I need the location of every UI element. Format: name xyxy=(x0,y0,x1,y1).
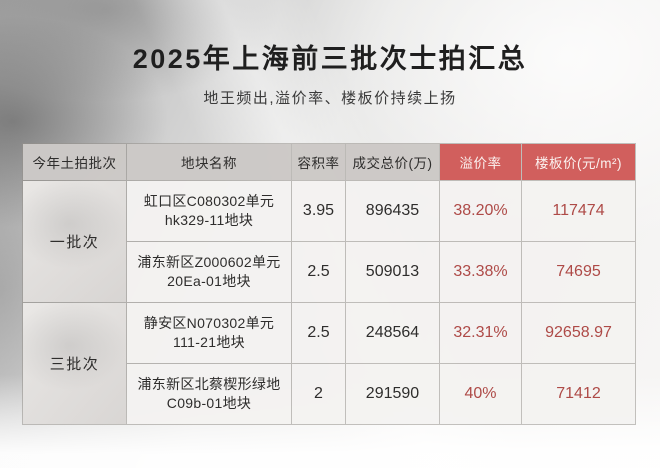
page-subtitle: 地王频出,溢价率、楼板价持续上扬 xyxy=(203,90,457,107)
floor-price-cell: 74695 xyxy=(522,242,635,302)
page-title: 2025年上海前三批次士拍汇总 xyxy=(132,44,528,74)
plot-ratio-cell: 2.5 xyxy=(292,242,345,302)
col-header-plot-ratio: 容积率 xyxy=(292,144,345,180)
premium-rate-cell: 40% xyxy=(440,364,521,424)
parcel-name-line1: 虹口区C080302单元 xyxy=(143,193,275,210)
floor-price-cell: 117474 xyxy=(522,181,635,241)
land-auction-table: 今年土拍批次 地块名称 容积率 成交总价(万) 溢价率 楼板价(元/m²) 一批… xyxy=(22,143,636,425)
col-header-floor-price: 楼板价(元/m²) xyxy=(522,144,635,180)
col-header-premium-rate: 溢价率 xyxy=(440,144,521,180)
batch-group-first: 一批次 xyxy=(23,181,126,302)
parcel-name-cell: 浦东新区北蔡楔形绿地 C09b-01地块 xyxy=(127,364,291,424)
parcel-name-line1: 浦东新区北蔡楔形绿地 xyxy=(137,376,281,393)
plot-ratio-cell: 2.5 xyxy=(292,303,345,363)
parcel-name-line1: 静安区N070302单元 xyxy=(143,315,275,332)
parcel-name-line2: 111-21地块 xyxy=(173,334,245,350)
premium-rate-cell: 32.31% xyxy=(440,303,521,363)
parcel-name-line1: 浦东新区Z000602单元 xyxy=(137,254,281,271)
floor-price-cell: 92658.97 xyxy=(522,303,635,363)
batch-group-third: 三批次 xyxy=(23,303,126,424)
total-price-cell: 896435 xyxy=(346,181,439,241)
premium-rate-cell: 38.20% xyxy=(440,181,521,241)
total-price-cell: 509013 xyxy=(346,242,439,302)
parcel-name-cell: 虹口区C080302单元 hk329-11地块 xyxy=(127,181,291,241)
parcel-name-cell: 静安区N070302单元 111-21地块 xyxy=(127,303,291,363)
parcel-name-line2: 20Ea-01地块 xyxy=(167,273,251,289)
floor-price-cell: 71412 xyxy=(522,364,635,424)
col-header-parcel-name: 地块名称 xyxy=(127,144,291,180)
total-price-cell: 291590 xyxy=(346,364,439,424)
plot-ratio-cell: 2 xyxy=(292,364,345,424)
col-header-total-price: 成交总价(万) xyxy=(346,144,439,180)
parcel-name-line2: hk329-11地块 xyxy=(164,212,254,228)
total-price-cell: 248564 xyxy=(346,303,439,363)
col-header-batch: 今年土拍批次 xyxy=(23,144,126,180)
parcel-name-cell: 浦东新区Z000602单元 20Ea-01地块 xyxy=(127,242,291,302)
parcel-name-line2: C09b-01地块 xyxy=(166,395,252,411)
premium-rate-cell: 33.38% xyxy=(440,242,521,302)
plot-ratio-cell: 3.95 xyxy=(292,181,345,241)
